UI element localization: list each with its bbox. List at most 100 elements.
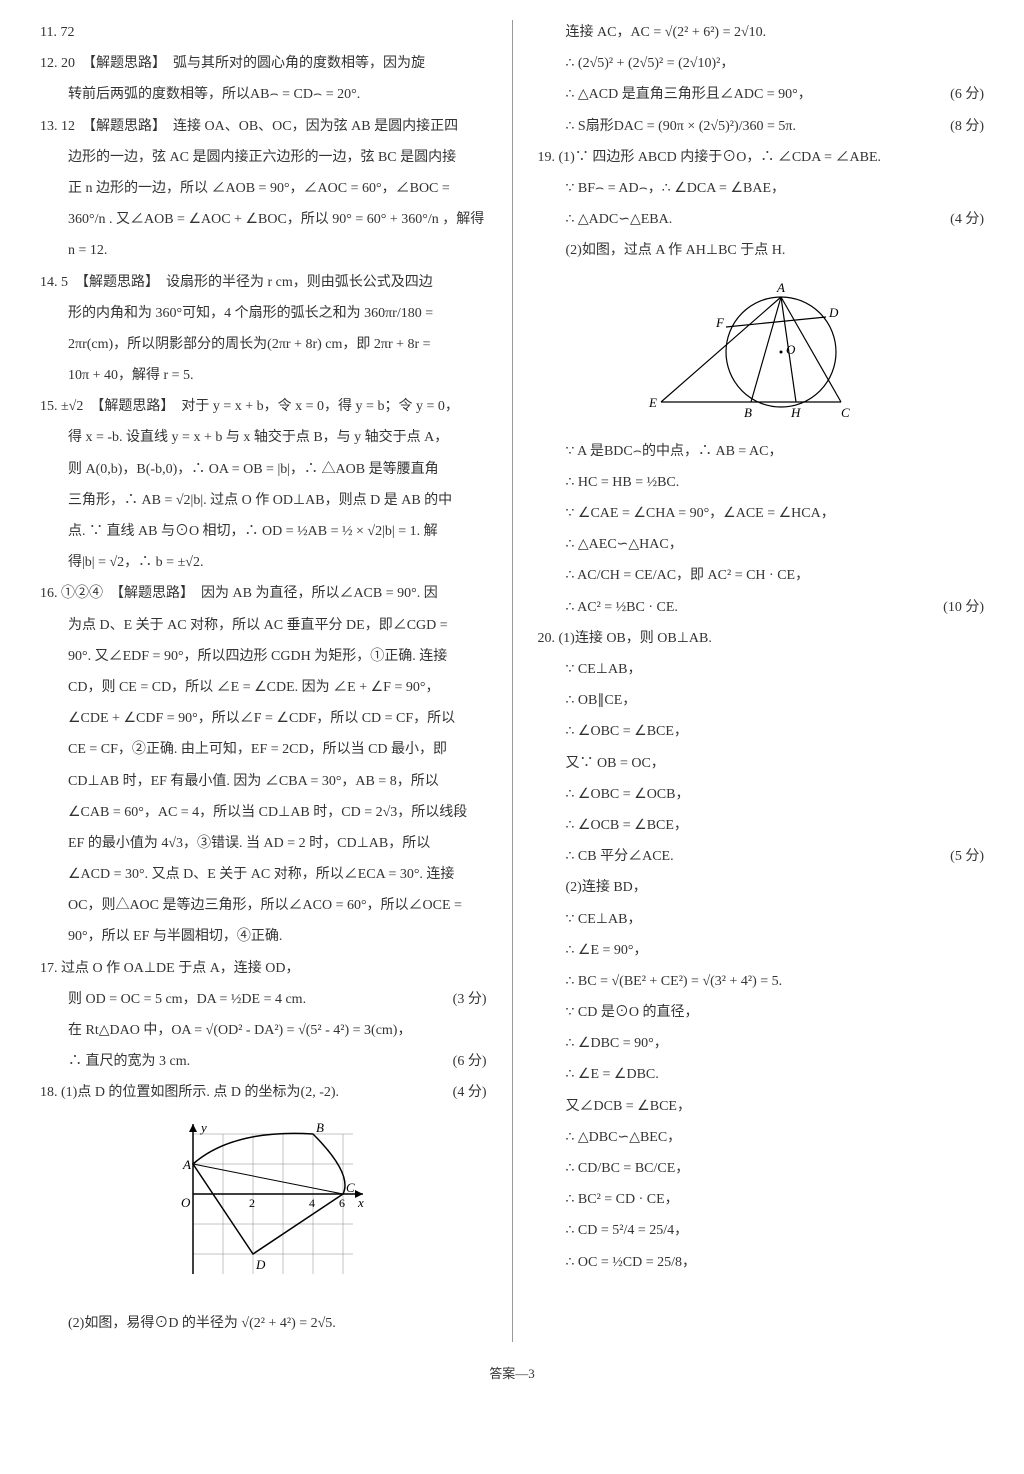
svg-text:H: H [790, 405, 801, 420]
q16k: OC，则△AOC 是等边三角形，所以∠ACO = 60°，所以∠OCE = [40, 893, 487, 918]
q17d: ∴ 直尺的宽为 3 cm. (6 分) [40, 1049, 487, 1074]
r8i: ∴ △DBC∽△BEC， [538, 1125, 985, 1150]
r7h-score: (5 分) [950, 844, 984, 869]
r5c-text: ∴ △ADC∽△EBA. [566, 212, 673, 227]
q12b: 转前后两弧的度数相等，所以AB⌢ = CD⌢ = 20°. [40, 82, 487, 107]
r3-text: ∴ △ACD 是直角三角形且∠ADC = 90°， [566, 87, 812, 102]
q13b: 边形的一边，弦 AC 是圆内接正六边形的一边，弦 BC 是圆内接 [40, 145, 487, 170]
q15c: 则 A(0,b)，B(-b,0)，∴ OA = OB = |b|，∴ △AOB … [40, 457, 487, 482]
r4-score: (8 分) [950, 114, 984, 139]
label-O: O [181, 1195, 191, 1210]
q16b: 为点 D、E 关于 AC 对称，所以 AC 垂直平分 DE，即∠CGD = [40, 613, 487, 638]
q14d: 10π + 40，解得 r = 5. [40, 363, 487, 388]
q13: 13. 12 【解题思路】 连接 OA、OB、OC，因为弦 AB 是圆内接正四 [40, 114, 487, 139]
q15d: 三角形，∴ AB = √2|b|. 过点 O 作 OD⊥AB，则点 D 是 AB… [40, 488, 487, 513]
q16e: ∠CDE + ∠CDF = 90°，所以∠F = ∠CDF，所以 CD = CF… [40, 706, 487, 731]
q13e: n = 12. [40, 238, 487, 263]
svg-text:F: F [715, 315, 725, 330]
q16d: CD，则 CE = CD，所以 ∠E = ∠CDE. 因为 ∠E + ∠F = … [40, 675, 487, 700]
r7f: ∴ ∠OBC = ∠OCB， [538, 782, 985, 807]
q17d-score: (6 分) [453, 1049, 487, 1074]
r7: 20. (1)连接 OB，则 OB⊥AB. [538, 626, 985, 651]
r8c: ∴ ∠E = 90°， [538, 938, 985, 963]
q18-text: 18. (1)点 D 的位置如图所示. 点 D 的坐标为(2, -2). [40, 1085, 339, 1100]
r1: 连接 AC，AC = √(2² + 6²) = 2√10. [538, 20, 985, 45]
circle-figure: A B C D E F H O [538, 272, 985, 431]
q18: 18. (1)点 D 的位置如图所示. 点 D 的坐标为(2, -2). (4 … [40, 1080, 487, 1105]
r7b: ∵ CE⊥AB， [538, 657, 985, 682]
q12: 12. 20 【解题思路】 弧与其所对的圆心角的度数相等，因为旋 [40, 51, 487, 76]
r8h: 又∠DCB = ∠BCE， [538, 1094, 985, 1119]
q15f: 得|b| = √2，∴ b = ±√2. [40, 550, 487, 575]
r4-text: ∴ S扇形DAC = (90π × (2√5)²)/360 = 5π. [566, 119, 797, 134]
q17b: 则 OD = OC = 5 cm，DA = ½DE = 4 cm. (3 分) [40, 987, 487, 1012]
q16g: CD⊥AB 时，EF 有最小值. 因为 ∠CBA = 30°，AB = 8，所以 [40, 769, 487, 794]
coordinate-grid-figure: A B C D O 2 4 6 y x [40, 1114, 487, 1303]
r8e: ∵ CD 是⊙O 的直径， [538, 1000, 985, 1025]
label-y: y [199, 1120, 207, 1135]
r8m: ∴ OC = ½CD = 25/8， [538, 1250, 985, 1275]
r8f: ∴ ∠DBC = 90°， [538, 1031, 985, 1056]
r5d: (2)如图，过点 A 作 AH⊥BC 于点 H. [538, 238, 985, 263]
svg-text:O: O [786, 342, 796, 357]
q16: 16. ①②④ 【解题思路】 因为 AB 为直径，所以∠ACB = 90°. 因 [40, 581, 487, 606]
r5: 19. (1)∵ 四边形 ABCD 内接于⊙O，∴ ∠CDA = ∠ABE. [538, 145, 985, 170]
svg-text:A: A [776, 280, 785, 295]
label-B: B [316, 1120, 324, 1135]
label-x: x [357, 1195, 364, 1210]
q16j: ∠ACD = 30°. 又点 D、E 关于 AC 对称，所以∠ECA = 30°… [40, 862, 487, 887]
q17b-text: 则 OD = OC = 5 cm，DA = ½DE = 4 cm. [68, 992, 306, 1007]
r8k: ∴ BC² = CD · CE， [538, 1187, 985, 1212]
q15: 15. ±√2 【解题思路】 对于 y = x + b，令 x = 0，得 y … [40, 394, 487, 419]
r6: ∵ A 是BDC⌢的中点，∴ AB = AC， [538, 439, 985, 464]
q16l: 90°，所以 EF 与半圆相切，④正确. [40, 924, 487, 949]
tick-4: 4 [309, 1196, 315, 1210]
r5c-score: (4 分) [950, 207, 984, 232]
r8j: ∴ CD/BC = BC/CE， [538, 1156, 985, 1181]
r5c: ∴ △ADC∽△EBA. (4 分) [538, 207, 985, 232]
tick-6: 6 [339, 1196, 345, 1210]
q17d-text: ∴ 直尺的宽为 3 cm. [68, 1054, 190, 1069]
r7g: ∴ ∠OCB = ∠BCE， [538, 813, 985, 838]
svg-text:E: E [648, 395, 657, 410]
r7c: ∴ OB∥CE， [538, 688, 985, 713]
page-footer: 答案—3 [40, 1362, 984, 1385]
q17c: 在 Rt△DAO 中，OA = √(OD² - DA²) = √(5² - 4²… [40, 1018, 487, 1043]
svg-text:D: D [828, 305, 839, 320]
q15e: 点. ∵ 直线 AB 与⊙O 相切，∴ OD = ½AB = ½ × √2|b|… [40, 519, 487, 544]
r7d: ∴ ∠OBC = ∠BCE， [538, 719, 985, 744]
r6f-text: ∴ AC² = ½BC · CE. [566, 600, 678, 615]
r3: ∴ △ACD 是直角三角形且∠ADC = 90°， (6 分) [538, 82, 985, 107]
q11: 11. 72 [40, 20, 487, 45]
column-divider [512, 20, 513, 1342]
r6f: ∴ AC² = ½BC · CE. (10 分) [538, 595, 985, 620]
q17b-score: (3 分) [453, 987, 487, 1012]
q16h: ∠CAB = 60°，AC = 4，所以当 CD⊥AB 时，CD = 2√3，所… [40, 800, 487, 825]
q16f: CE = CF，②正确. 由上可知，EF = 2CD，所以当 CD 最小，即 [40, 737, 487, 762]
r6f-score: (10 分) [943, 595, 984, 620]
r7e: 又∵ OB = OC， [538, 751, 985, 776]
r7h-text: ∴ CB 平分∠ACE. [566, 849, 674, 864]
label-D: D [255, 1257, 266, 1272]
q14c: 2πr(cm)，所以阴影部分的周长为(2πr + 8r) cm，即 2πr + … [40, 332, 487, 357]
q14b: 形的内角和为 360°可知，4 个扇形的弧长之和为 360πr/180 = [40, 301, 487, 326]
r8l: ∴ CD = 5²/4 = 25/4， [538, 1218, 985, 1243]
q14: 14. 5 【解题思路】 设扇形的半径为 r cm，则由弧长公式及四边 [40, 270, 487, 295]
r6c: ∵ ∠CAE = ∠CHA = 90°，∠ACE = ∠HCA， [538, 501, 985, 526]
q18-score: (4 分) [453, 1080, 487, 1105]
left-column: 11. 72 12. 20 【解题思路】 弧与其所对的圆心角的度数相等，因为旋 … [40, 20, 487, 1342]
tick-2: 2 [249, 1196, 255, 1210]
right-column: 连接 AC，AC = √(2² + 6²) = 2√10. ∴ (2√5)² +… [538, 20, 985, 1342]
r8: (2)连接 BD， [538, 875, 985, 900]
r3-score: (6 分) [950, 82, 984, 107]
r4: ∴ S扇形DAC = (90π × (2√5)²)/360 = 5π. (8 分… [538, 114, 985, 139]
svg-text:C: C [841, 405, 850, 420]
r6b: ∴ HC = HB = ½BC. [538, 470, 985, 495]
label-C: C [346, 1180, 355, 1195]
q16i: EF 的最小值为 4√3，③错误. 当 AD = 2 时，CD⊥AB，所以 [40, 831, 487, 856]
q13d: 360°/n . 又∠AOB = ∠AOC + ∠BOC，所以 90° = 60… [40, 207, 487, 232]
svg-text:B: B [744, 405, 752, 420]
r8b: ∵ CE⊥AB， [538, 907, 985, 932]
r6e: ∴ AC/CH = CE/AC，即 AC² = CH · CE， [538, 563, 985, 588]
q17: 17. 过点 O 作 OA⊥DE 于点 A，连接 OD， [40, 956, 487, 981]
